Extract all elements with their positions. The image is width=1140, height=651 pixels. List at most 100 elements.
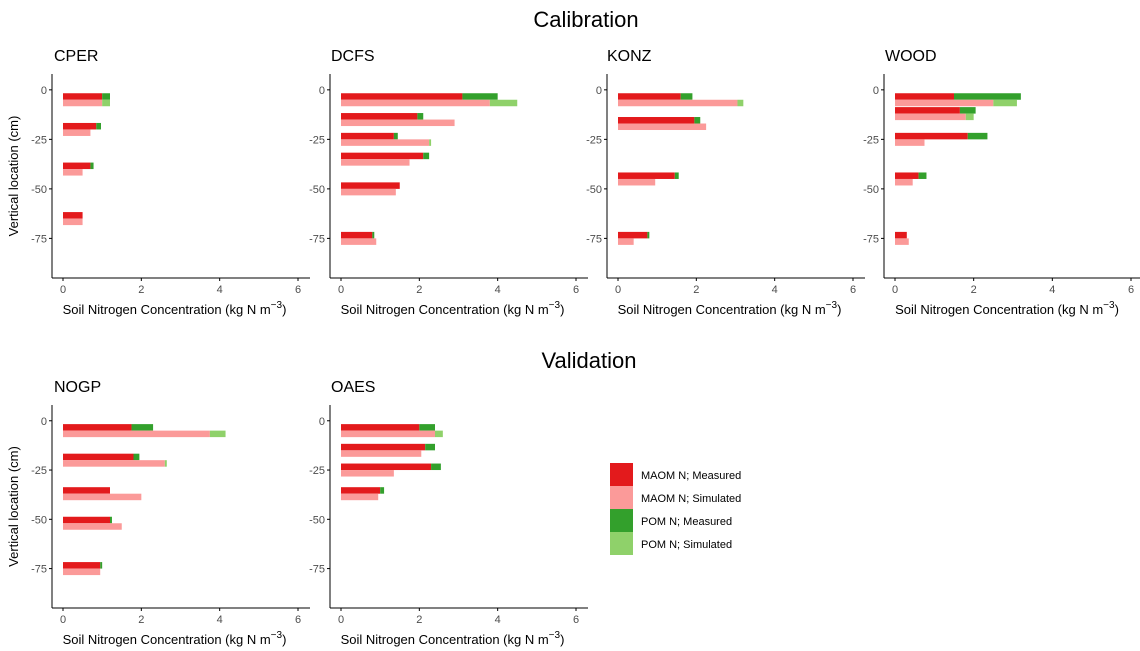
panel-title: DCFS	[331, 48, 375, 65]
bar-pom-measured	[417, 113, 424, 120]
panel-wood: WOOD 0 -25 -50 -75 0 2 4 6 Soil Nitrogen Concentr…	[863, 48, 1140, 317]
bar-pom-measured	[954, 93, 1021, 100]
y-tick-label: -25	[586, 134, 602, 146]
y-tick-label: -75	[309, 564, 325, 576]
bar-maom-simulated	[618, 99, 738, 107]
bar-maom-measured	[341, 93, 463, 100]
x-tick-label: 6	[295, 284, 301, 296]
bar-pom-measured	[419, 424, 435, 431]
x-tick-label: 2	[971, 284, 977, 296]
bar-maom-simulated	[341, 139, 430, 146]
bar-pom-simulated	[102, 99, 110, 107]
bar-maom-simulated	[341, 188, 396, 196]
x-tick-label: 6	[295, 614, 301, 626]
legend-label: POM N; Simulated	[641, 539, 732, 551]
x-axis-label: Soil Nitrogen Concentration (kg N m−3)	[341, 300, 565, 317]
panel-title: CPER	[54, 48, 98, 65]
section-title-validation: Validation	[542, 348, 637, 373]
bar-pom-measured	[462, 93, 498, 100]
bar-pom-measured	[967, 132, 988, 140]
y-tick-label: -50	[309, 184, 325, 196]
panel-title: OAES	[331, 379, 375, 396]
bar-maom-measured	[895, 172, 919, 179]
y-tick-label: -50	[309, 514, 325, 526]
bar-maom-simulated	[341, 470, 394, 477]
bar-maom-measured	[341, 463, 432, 471]
bar-maom-measured	[341, 487, 381, 494]
bar-pom-measured	[918, 172, 927, 179]
panel-title: KONZ	[607, 48, 652, 65]
x-tick-label: 6	[850, 284, 856, 296]
x-tick-label: 4	[772, 284, 778, 296]
bar-maom-measured	[63, 424, 132, 431]
bar-maom-simulated	[63, 169, 83, 176]
bar-maom-measured	[63, 487, 110, 494]
bar-maom-measured	[618, 172, 675, 179]
y-tick-label: 0	[873, 85, 879, 97]
legend-swatch	[610, 509, 633, 532]
panel-oaes: OAES 0 -25 -50 -75 0 2 4 6 Soil Nitrogen Concentr…	[309, 379, 588, 647]
y-tick-label: 0	[319, 85, 325, 97]
bar-maom-simulated	[63, 218, 83, 226]
bar-maom-measured	[341, 152, 424, 160]
y-axis-label: Vertical location (cm)	[6, 116, 21, 237]
y-tick-label: -25	[863, 134, 879, 146]
bar-pom-measured	[423, 152, 430, 160]
bar-maom-simulated	[895, 178, 913, 186]
bar-maom-measured	[618, 231, 648, 239]
panels: CPER 0 -25 -50 -75 0 2 4 6 Soil Nitrogen Concentr…	[6, 48, 1140, 647]
y-tick-label: -75	[586, 233, 602, 245]
bar-maom-measured	[341, 424, 420, 431]
x-tick-label: 2	[416, 284, 422, 296]
y-tick-label: -25	[31, 134, 47, 146]
x-tick-label: 4	[217, 284, 223, 296]
bar-pom-measured	[90, 162, 94, 170]
bar-maom-simulated	[895, 139, 925, 146]
bar-pom-measured	[110, 516, 112, 524]
panel-cper: CPER 0 -25 -50 -75 0 2 4 6 Soil Nitrogen Concentr…	[6, 48, 310, 317]
y-tick-label: -25	[309, 465, 325, 477]
y-tick-label: -75	[863, 233, 879, 245]
y-tick-label: -75	[309, 233, 325, 245]
y-tick-label: 0	[596, 85, 602, 97]
y-tick-label: -50	[31, 184, 47, 196]
bar-pom-measured	[133, 453, 140, 461]
y-tick-label: -50	[31, 514, 47, 526]
y-tick-label: 0	[41, 85, 47, 97]
bar-pom-measured	[647, 231, 650, 239]
y-axis-label: Vertical location (cm)	[6, 446, 21, 567]
bar-maom-simulated	[895, 238, 909, 245]
bar-pom-measured	[431, 463, 441, 471]
bar-maom-measured	[341, 182, 400, 189]
x-tick-label: 0	[60, 284, 66, 296]
bar-pom-measured	[680, 93, 693, 100]
bar-maom-measured	[895, 93, 954, 100]
bar-maom-simulated	[895, 99, 994, 107]
bar-pom-measured	[380, 487, 385, 494]
x-tick-label: 4	[1049, 284, 1055, 296]
bar-maom-simulated	[341, 99, 490, 107]
bar-maom-measured	[895, 231, 907, 239]
panel-title: NOGP	[54, 379, 101, 396]
bar-maom-measured	[341, 132, 394, 140]
bar-maom-simulated	[63, 523, 122, 530]
legend-label: POM N; Measured	[641, 516, 732, 528]
bar-maom-measured	[63, 516, 110, 524]
bar-pom-simulated	[965, 113, 974, 121]
bar-maom-measured	[63, 93, 103, 100]
y-tick-label: 0	[319, 416, 325, 428]
legend-label: MAOM N; Simulated	[641, 493, 741, 505]
bar-pom-measured	[694, 117, 701, 124]
bar-pom-simulated	[164, 460, 167, 467]
panel-nogp: NOGP 0 -25 -50 -75 0 2 4 6 Soil Nitrogen Concentr…	[6, 379, 310, 647]
x-tick-label: 2	[138, 284, 144, 296]
bar-maom-measured	[63, 562, 101, 569]
y-tick-label: -50	[586, 184, 602, 196]
bar-maom-measured	[63, 212, 83, 219]
bar-maom-measured	[618, 117, 695, 124]
bar-maom-simulated	[63, 430, 210, 438]
bar-maom-measured	[63, 122, 97, 130]
bar-maom-simulated	[341, 159, 410, 166]
bar-maom-simulated	[63, 493, 142, 501]
